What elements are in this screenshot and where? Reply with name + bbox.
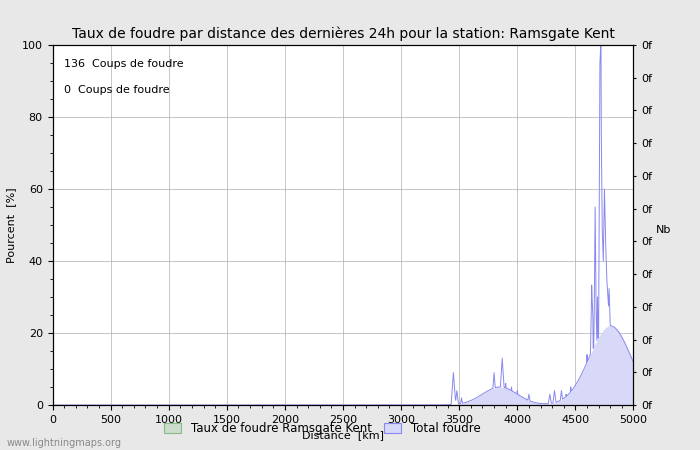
X-axis label: Distance  [km]: Distance [km]	[302, 430, 384, 440]
Text: www.lightningmaps.org: www.lightningmaps.org	[7, 438, 122, 448]
Title: Taux de foudre par distance des dernières 24h pour la station: Ramsgate Kent: Taux de foudre par distance des dernière…	[71, 27, 615, 41]
Y-axis label: Pourcent  [%]: Pourcent [%]	[6, 187, 16, 263]
Legend: Taux de foudre Ramsgate Kent, Total foudre: Taux de foudre Ramsgate Kent, Total foud…	[159, 417, 485, 440]
Text: 0  Coups de foudre: 0 Coups de foudre	[64, 85, 169, 94]
Text: 136  Coups de foudre: 136 Coups de foudre	[64, 59, 183, 69]
Y-axis label: Nb: Nb	[656, 225, 671, 235]
